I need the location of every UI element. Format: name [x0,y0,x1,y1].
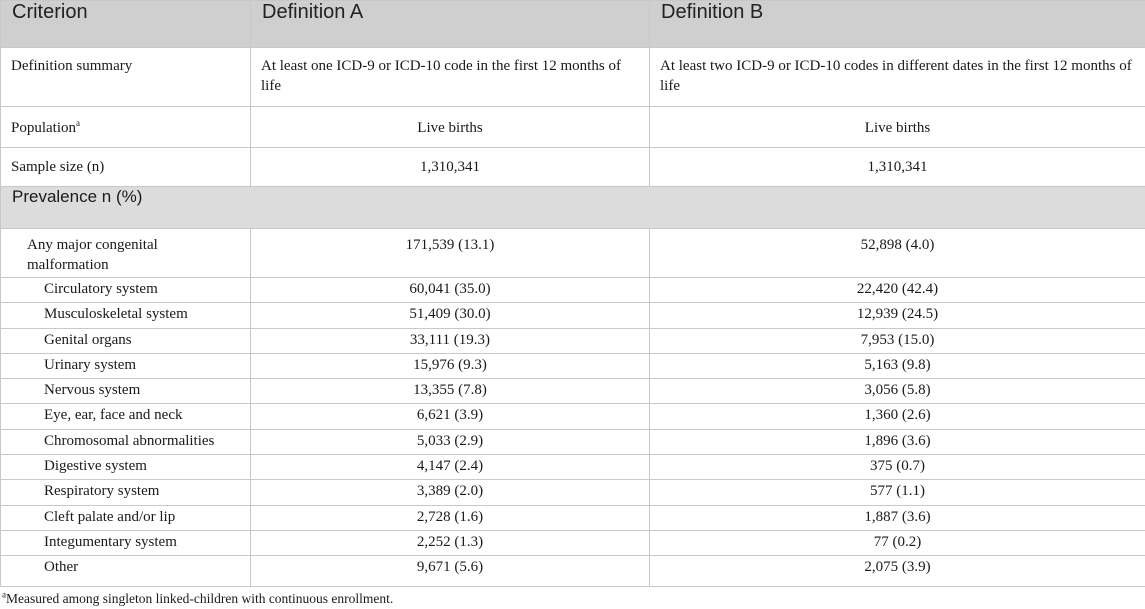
section-title: Prevalence n (%) [0,186,1145,229]
header-criterion: Criterion [0,0,251,48]
cell-definition-b: 22,420 (42.4) [649,276,1145,304]
header-definition-a: Definition A [250,0,650,48]
system-rows: Circulatory system 60,041 (35.0) 22,420 (4… [0,276,1145,588]
table-row: Sample size (n) 1,310,341 1,310,341 [0,147,1145,187]
row-label: Urinary system [0,352,251,380]
cell-definition-b: 77 (0.2) [649,529,1145,557]
footnote-marker: a [76,118,81,128]
row-label: Nervous system [0,378,251,405]
table-row: Any major congenital malformation 171,53… [0,228,1145,278]
table-row: Respiratory system 3,389 (2.0) 577 (1.1) [0,479,1145,506]
footnote-marker: a [2,589,6,600]
cell-definition-b: 12,939 (24.5) [649,302,1145,329]
cell-definition-b: At least two ICD-9 or ICD-10 codes in di… [649,47,1145,107]
header-row: Criterion Definition A Definition B [0,0,1145,48]
row-label: Circulatory system [0,276,251,304]
prevalence-table: Criterion Definition A Definition B Defi… [0,0,1145,588]
table-row: Other 9,671 (5.6) 2,075 (3.9) [0,555,1145,588]
cell-definition-a: 4,147 (2.4) [250,454,650,481]
cell-definition-b: Live births [649,106,1145,148]
table-row: Eye, ear, face and neck 6,621 (3.9) 1,360 … [0,403,1145,430]
table-row: Integumentary system 2,252 (1.3) 77 (0.2) [0,529,1145,557]
cell-definition-a: 2,728 (1.6) [250,504,650,531]
cell-definition-b: 577 (1.1) [649,479,1145,506]
cell-definition-b: 7,953 (15.0) [649,327,1145,354]
table-row: Definition summary At least one ICD-9 or… [0,47,1145,107]
row-label: Integumentary system [0,529,251,557]
row-label: Definition summary [0,47,251,107]
cell-definition-b: 2,075 (3.9) [649,555,1145,588]
row-label: Musculoskeletal system [0,302,251,329]
cell-definition-a: 6,621 (3.9) [250,403,650,430]
section-row: Prevalence n (%) [0,186,1145,229]
table-row: Cleft palate and/or lip 2,728 (1.6) 1,887 … [0,504,1145,531]
cell-definition-a: 2,252 (1.3) [250,529,650,557]
cell-definition-b: 375 (0.7) [649,454,1145,481]
cell-definition-a: 60,041 (35.0) [250,276,650,304]
table-row: Populationa Live births Live births [0,106,1145,148]
cell-definition-b: 1,887 (3.6) [649,504,1145,531]
table-row: Musculoskeletal system 51,409 (30.0) 12,93… [0,302,1145,329]
cell-definition-b: 1,310,341 [649,147,1145,187]
table-row: Circulatory system 60,041 (35.0) 22,420 (4… [0,276,1145,304]
cell-definition-a: 33,111 (19.3) [250,327,650,354]
table-row: Chromosomal abnormalities 5,033 (2.9) 1,89… [0,428,1145,456]
cell-definition-b: 52,898 (4.0) [649,228,1145,278]
row-label: Populationa [0,106,251,148]
cell-definition-b: 1,896 (3.6) [649,428,1145,456]
row-label: Any major congenital malformation [0,228,251,278]
cell-definition-a: At least one ICD-9 or ICD-10 code in the… [250,47,650,107]
cell-definition-a: 5,033 (2.9) [250,428,650,456]
cell-definition-a: 51,409 (30.0) [250,302,650,329]
row-label: Chromosomal abnormalities [0,428,251,456]
footnote: aMeasured among singleton linked-childre… [2,589,394,607]
row-label: Other [0,555,251,588]
cell-definition-b: 1,360 (2.6) [649,403,1145,430]
row-label: Respiratory system [0,479,251,506]
row-label: Cleft palate and/or lip [0,504,251,531]
cell-definition-a: 3,389 (2.0) [250,479,650,506]
cell-definition-a: Live births [250,106,650,148]
table-row: Genital organs 33,111 (19.3) 7,953 (15.0) [0,327,1145,354]
row-label: Digestive system [0,454,251,481]
cell-definition-a: 171,539 (13.1) [250,228,650,278]
table-row: Digestive system 4,147 (2.4) 375 (0.7) [0,454,1145,481]
header-definition-b: Definition B [649,0,1145,48]
row-label: Eye, ear, face and neck [0,403,251,430]
cell-definition-a: 1,310,341 [250,147,650,187]
row-label: Genital organs [0,327,251,354]
cell-definition-a: 13,355 (7.8) [250,378,650,405]
table-row: Nervous system 13,355 (7.8) 3,056 (5.8) [0,378,1145,405]
footnote-text: Measured among singleton linked-children… [6,591,394,606]
cell-definition-b: 5,163 (9.8) [649,352,1145,380]
population-label: Population [11,120,77,136]
row-label: Sample size (n) [0,147,251,187]
table-row: Urinary system 15,976 (9.3) 5,163 (9.8) [0,352,1145,380]
cell-definition-a: 9,671 (5.6) [250,555,650,588]
cell-definition-b: 3,056 (5.8) [649,378,1145,405]
cell-definition-a: 15,976 (9.3) [250,352,650,380]
